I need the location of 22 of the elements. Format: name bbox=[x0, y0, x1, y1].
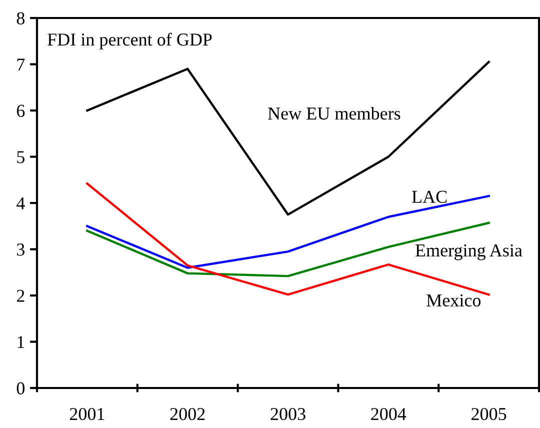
line-series bbox=[86, 222, 490, 278]
y-tick-label: 2 bbox=[16, 290, 24, 302]
x-tick-label: 2005 bbox=[472, 408, 506, 420]
y-tick-label: 1 bbox=[18, 336, 24, 348]
y-tick-label: 5 bbox=[17, 151, 24, 164]
x-tick-label: 2001 bbox=[70, 408, 104, 420]
x-tick-label: 2002 bbox=[170, 408, 205, 420]
text: FDI in percent of GDP bbox=[48, 32, 212, 50]
line-series bbox=[86, 60, 490, 216]
y-tick-label: 4 bbox=[16, 197, 25, 210]
y-tick-label: 7 bbox=[17, 58, 25, 71]
x-tick-label: 2004 bbox=[371, 408, 406, 420]
x-tick-label: 2003 bbox=[270, 408, 306, 420]
series-label: New EU members bbox=[268, 106, 400, 120]
line-series bbox=[86, 182, 490, 296]
y-tick-label: 6 bbox=[16, 104, 25, 117]
series-label: Mexico bbox=[426, 294, 481, 306]
y-tick-label: 0 bbox=[16, 382, 25, 394]
y-tick-label: 3 bbox=[17, 244, 24, 256]
series-label: LAC bbox=[412, 190, 447, 203]
y-tick-label: 8 bbox=[16, 12, 25, 24]
series-label: Emerging Asia bbox=[415, 244, 522, 260]
